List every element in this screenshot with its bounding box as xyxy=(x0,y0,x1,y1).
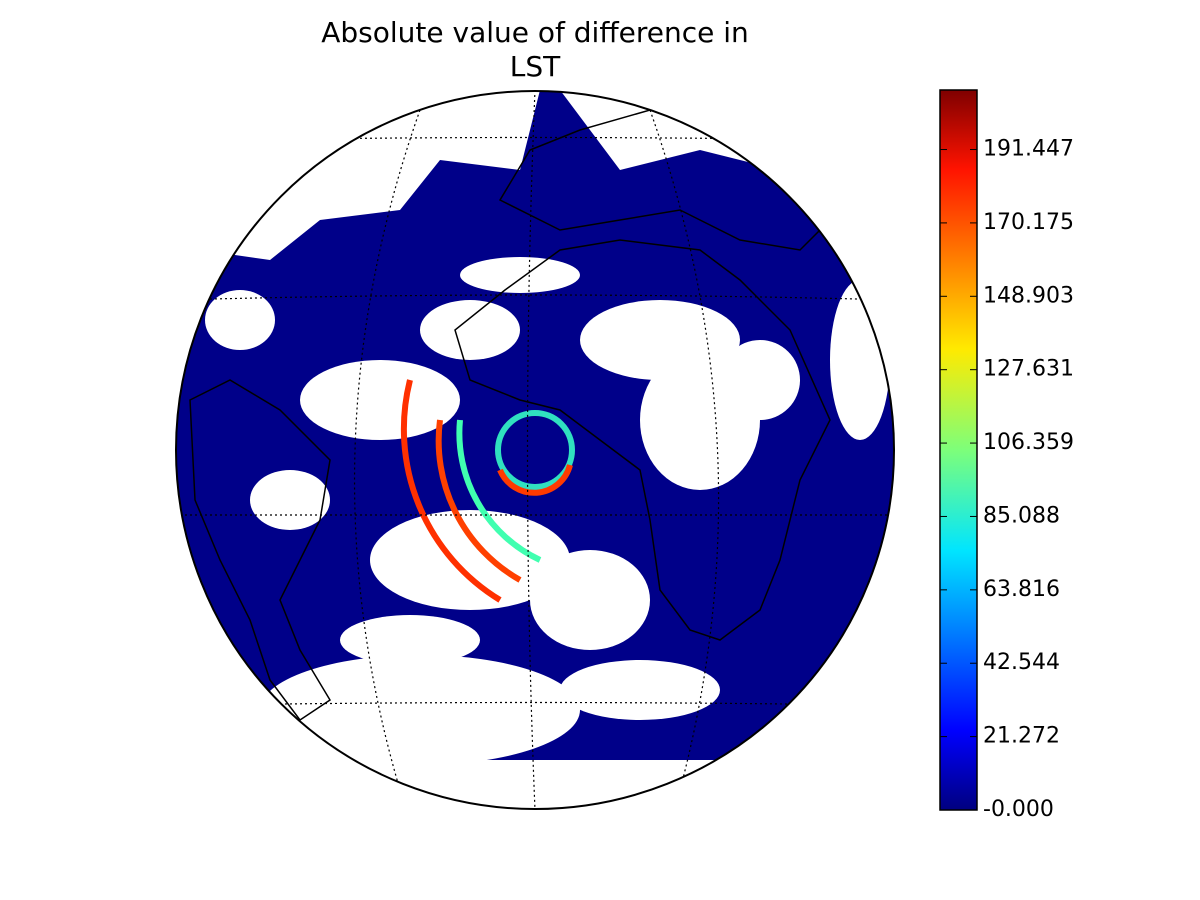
colorbar-tick-label: 85.088 xyxy=(983,503,1060,528)
globe-map xyxy=(176,91,894,809)
colorbar-tick-label: 191.447 xyxy=(983,137,1074,162)
title-line: Absolute value of difference in xyxy=(321,16,749,49)
globe-outline xyxy=(175,90,895,810)
colorbar xyxy=(939,89,978,811)
colorbar-tick-label: -0.000 xyxy=(983,797,1054,822)
colorbar-tick-label: 148.903 xyxy=(983,283,1074,308)
colorbar-tick-label: 63.816 xyxy=(983,577,1060,602)
swath-rings xyxy=(400,379,575,603)
colorbar-tick-label: 106.359 xyxy=(983,430,1074,455)
colorbar-tick-label: 127.631 xyxy=(983,357,1074,382)
title-line: LST xyxy=(510,50,561,83)
colorbar-tick-label: 170.175 xyxy=(983,210,1074,235)
colorbar-tick-label: 21.272 xyxy=(983,724,1060,749)
colorbar-tick-label: 42.544 xyxy=(983,650,1060,675)
